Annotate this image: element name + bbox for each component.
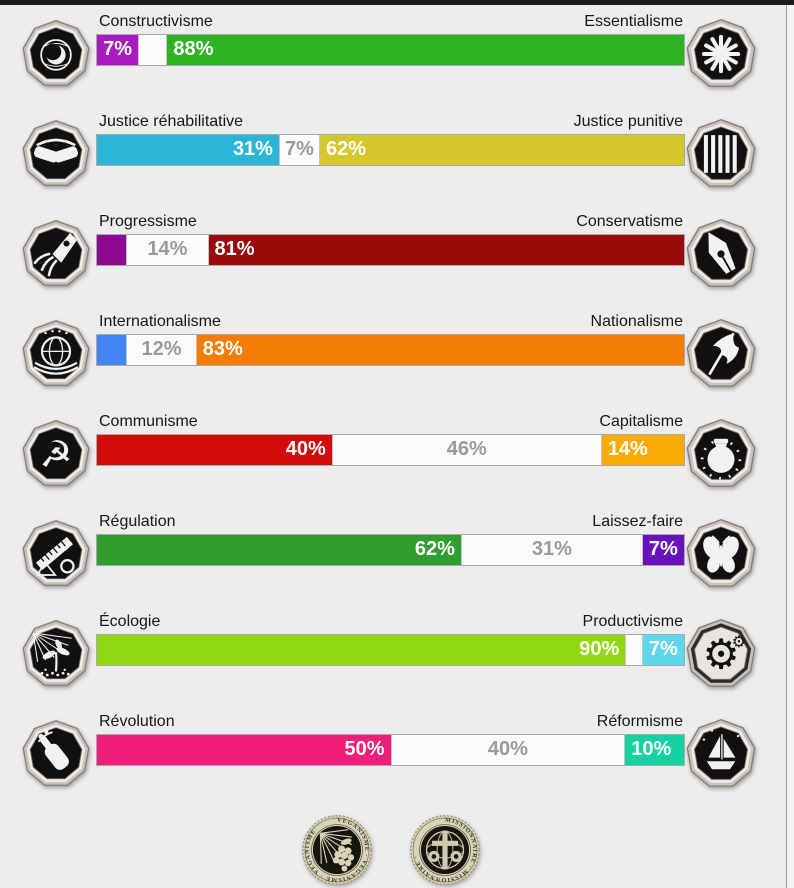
axis-left-label: Communisme [99,413,198,430]
axis-bar: 90% 7% [96,634,685,666]
left-segment: 31% [97,135,279,165]
right-segment: 62% [320,135,684,165]
axis-row-revolution-reformisme: Révolution Réformisme 50% 40% 10% [0,708,794,808]
axis-bar: 12% 83% [96,334,685,366]
axis-row-regulation-laissezfaire: Régulation Laissez-faire 62% 31% 7% [0,508,794,608]
right-segment: 7% [642,635,684,665]
neutral-segment [625,635,643,665]
chrysanthemum-icon [685,18,757,90]
axis-bar: 31% 7% 62% [96,134,685,166]
left-segment: 50% [97,735,391,765]
axis-row-progressisme-conservatisme: Progressisme Conservatisme 14% 81% [0,208,794,308]
axis-right-label: Réformisme [596,713,683,730]
right-segment: 10% [625,735,684,765]
right-segment: 83% [196,335,684,365]
axis-right-label: Essentialisme [584,13,683,30]
left-segment [97,335,127,365]
caged-sphere-icon [21,19,91,89]
axis-row-communisme-capitalisme: Communisme Capitalisme 40% 46% 14% [0,408,794,508]
gears-icon [685,618,757,690]
veganism-seal-icon: VEGANISME · VEGANISME · VEGANISME [302,815,372,885]
left-segment [97,235,127,265]
prison-bars-icon [685,118,757,190]
neutral-segment: 14% [126,235,209,265]
axis-left-label: Progressisme [99,213,197,230]
axis-right-label: Productivisme [582,613,683,630]
money-bag-icon [685,418,757,490]
waving-flag-icon [685,318,757,390]
right-segment: 14% [601,435,684,465]
axis-left-label: Justice réhabilitative [99,113,244,130]
missionary-seal-icon: MISSIONNAIRE · MISSIONNAIRE · [410,815,480,885]
axis-right-label: Justice punitive [573,113,683,130]
axis-bar: 40% 46% 14% [96,434,685,466]
axis-row-justice: Justice réhabilitative Justice punitive … [0,108,794,208]
axis-right-label: Laissez-faire [592,513,683,530]
axis-row-internationalisme-nationalisme: Internationalisme Nationalisme 12% 83% [0,308,794,408]
neutral-segment [138,35,168,65]
sailboat-icon [685,718,757,790]
pen-nib-icon [685,218,757,290]
axis-right-label: Conservatisme [576,213,683,230]
axis-bar: 62% 31% 7% [96,534,685,566]
right-segment: 81% [208,235,684,265]
hammer-sickle-icon [21,419,91,489]
left-segment: 7% [97,35,139,65]
axis-bar: 7% 88% [96,34,685,66]
neutral-segment: 40% [390,735,626,765]
top-dark-strip [0,0,794,5]
neutral-segment: 31% [460,535,643,565]
axis-bar: 50% 40% 10% [96,734,685,766]
left-segment: 40% [97,435,332,465]
scrollbar-track[interactable] [786,0,794,888]
right-segment: 7% [642,535,684,565]
neutral-segment: 46% [331,435,602,465]
globe-laurel-icon [21,319,91,389]
axis-left-label: Révolution [99,713,175,730]
butterfly-icon [685,518,757,590]
axis-left-label: Internationalisme [99,313,221,330]
axis-right-label: Capitalisme [599,413,683,430]
left-segment: 62% [97,535,461,565]
right-segment: 88% [167,35,684,65]
axis-left-label: Régulation [99,513,176,530]
sprout-icon [21,619,91,689]
neutral-segment: 7% [278,135,321,165]
molotov-icon [21,719,91,789]
axis-right-label: Nationalisme [590,313,683,330]
axis-row-constructivisme-essentialisme: Constructivisme Essentialisme 7% 88% [0,8,794,108]
left-segment: 90% [97,635,626,665]
handshake-icon [21,119,91,189]
neutral-segment: 12% [126,335,197,365]
ruler-tools-icon [21,519,91,589]
rocket-icon [21,219,91,289]
axis-row-ecologie-productivisme: Écologie Productivisme 90% 7% [0,608,794,708]
axis-left-label: Constructivisme [99,13,213,30]
axis-left-label: Écologie [99,613,161,630]
axis-bar: 14% 81% [96,234,685,266]
